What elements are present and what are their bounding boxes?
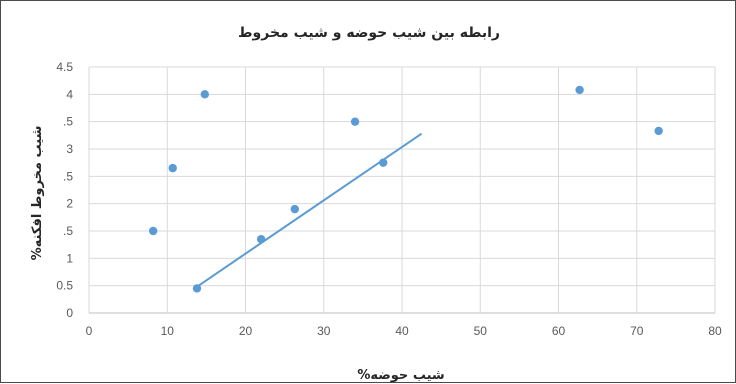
- x-tick-label: 0: [86, 324, 93, 338]
- x-tick-label: 40: [395, 324, 409, 338]
- data-point: [256, 235, 266, 244]
- data-point: [200, 90, 210, 99]
- x-axis-label: شیب حوضه%: [357, 368, 444, 383]
- data-point: [168, 163, 177, 173]
- data-point: [290, 204, 299, 214]
- data-point: [654, 126, 663, 136]
- grid-lines: [88, 66, 716, 314]
- y-tick-label: .5: [63, 169, 73, 183]
- x-tick-label: 20: [239, 324, 253, 338]
- y-tick-label: .5: [63, 224, 73, 238]
- x-tick-label: 80: [708, 324, 722, 338]
- y-tick-label: .5: [63, 115, 73, 129]
- y-axis-label: شیب مخروط افکنه%: [30, 126, 45, 261]
- data-point: [379, 158, 388, 167]
- data-point: [350, 117, 360, 126]
- data-points: [148, 85, 663, 293]
- x-tick-label: 70: [630, 324, 644, 338]
- trendline: [197, 132, 423, 287]
- y-tick-label: 0.5: [56, 279, 73, 293]
- y-tick-label: 0: [66, 306, 73, 320]
- trendline-group: [197, 132, 423, 287]
- chart-title: رابطه بین شیب حوضه و شیب مخروط: [238, 25, 500, 41]
- y-tick-label: 4: [66, 87, 73, 101]
- y-tick-labels: 0 0.5 1 .5 2 .5 3 .5 4 4.5: [56, 60, 73, 320]
- y-tick-label: 1: [66, 251, 73, 265]
- data-point: [575, 85, 584, 95]
- x-tick-label: 50: [474, 324, 488, 338]
- x-tick-labels: 0 10 20 30 40 50 60 70 80: [86, 324, 722, 338]
- data-point: [148, 226, 158, 236]
- x-tick-label: 60: [552, 324, 566, 338]
- x-tick-label: 30: [317, 324, 331, 338]
- y-tick-label: 2: [66, 197, 73, 211]
- x-tick-label: 10: [161, 324, 175, 338]
- data-point: [192, 284, 202, 293]
- y-tick-label: 3: [66, 142, 73, 156]
- y-tick-label: 4.5: [56, 60, 73, 74]
